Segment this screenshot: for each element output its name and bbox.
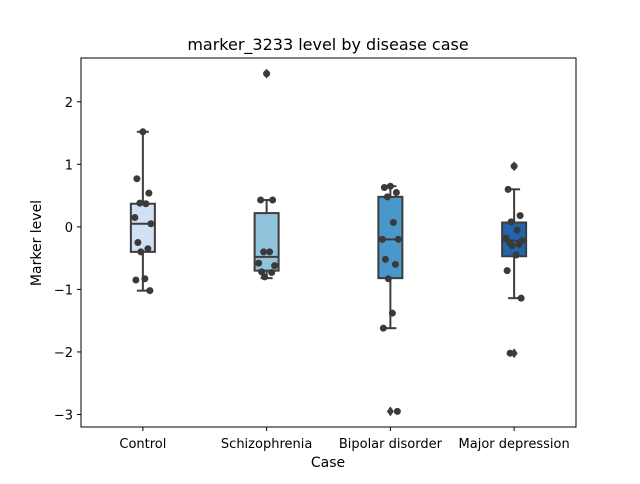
- x-tick-label: Schizophrenia: [221, 437, 312, 452]
- data-point: [393, 407, 401, 415]
- data-point: [142, 200, 150, 208]
- data-point: [515, 240, 523, 248]
- data-point: [392, 188, 400, 196]
- data-point: [379, 324, 387, 332]
- data-point: [261, 273, 269, 281]
- y-tick-label: 1: [65, 158, 73, 173]
- data-point: [132, 276, 140, 284]
- y-tick-label: 0: [65, 221, 73, 236]
- data-point: [517, 294, 525, 302]
- data-point: [255, 259, 263, 267]
- data-point: [391, 260, 399, 268]
- data-point: [271, 262, 279, 270]
- data-point: [146, 287, 154, 295]
- data-point: [394, 235, 402, 243]
- data-point: [263, 70, 271, 78]
- chart-title: marker_3233 level by disease case: [187, 35, 468, 55]
- data-point: [507, 218, 515, 226]
- data-point: [257, 196, 265, 204]
- data-point: [513, 226, 521, 234]
- data-point: [510, 162, 518, 170]
- data-point: [133, 175, 141, 183]
- data-point: [260, 248, 268, 256]
- data-point: [508, 242, 516, 250]
- data-point: [268, 269, 276, 277]
- x-tick-label: Bipolar disorder: [339, 437, 443, 452]
- data-point: [516, 212, 524, 220]
- data-point: [136, 199, 144, 207]
- y-tick-label: −1: [54, 283, 73, 298]
- data-point: [266, 248, 274, 256]
- data-point: [504, 185, 512, 193]
- y-tick-label: 2: [65, 96, 73, 111]
- data-point: [141, 275, 149, 283]
- data-point: [145, 189, 153, 197]
- x-axis-label: Case: [311, 455, 345, 471]
- data-point: [506, 349, 514, 357]
- data-point: [503, 267, 511, 275]
- data-point: [131, 213, 139, 221]
- x-tick-label: Major depression: [459, 437, 570, 452]
- data-point: [383, 193, 391, 201]
- data-point: [380, 183, 388, 191]
- y-tick-label: −2: [54, 346, 73, 361]
- data-point: [378, 235, 386, 243]
- data-point: [389, 218, 397, 226]
- data-point: [384, 275, 392, 283]
- outlier-marker: [386, 406, 394, 417]
- box-iqr: [129, 202, 156, 253]
- data-point: [147, 220, 155, 228]
- plot-area: 2 1 0 −1 −2 −3 Control Schizophrenia Bipolar dis…: [54, 68, 570, 452]
- data-point: [144, 245, 152, 253]
- data-point: [512, 251, 520, 259]
- data-point: [388, 309, 396, 317]
- data-point: [139, 128, 147, 136]
- x-tick-label: Control: [119, 437, 166, 452]
- data-point: [386, 182, 394, 190]
- data-point: [134, 239, 142, 246]
- y-tick-label: −3: [54, 408, 73, 423]
- data-point: [269, 196, 277, 204]
- data-point: [381, 255, 389, 263]
- plot-frame: [80, 57, 577, 428]
- y-axis-label: Marker level: [29, 200, 45, 286]
- data-point: [137, 248, 145, 256]
